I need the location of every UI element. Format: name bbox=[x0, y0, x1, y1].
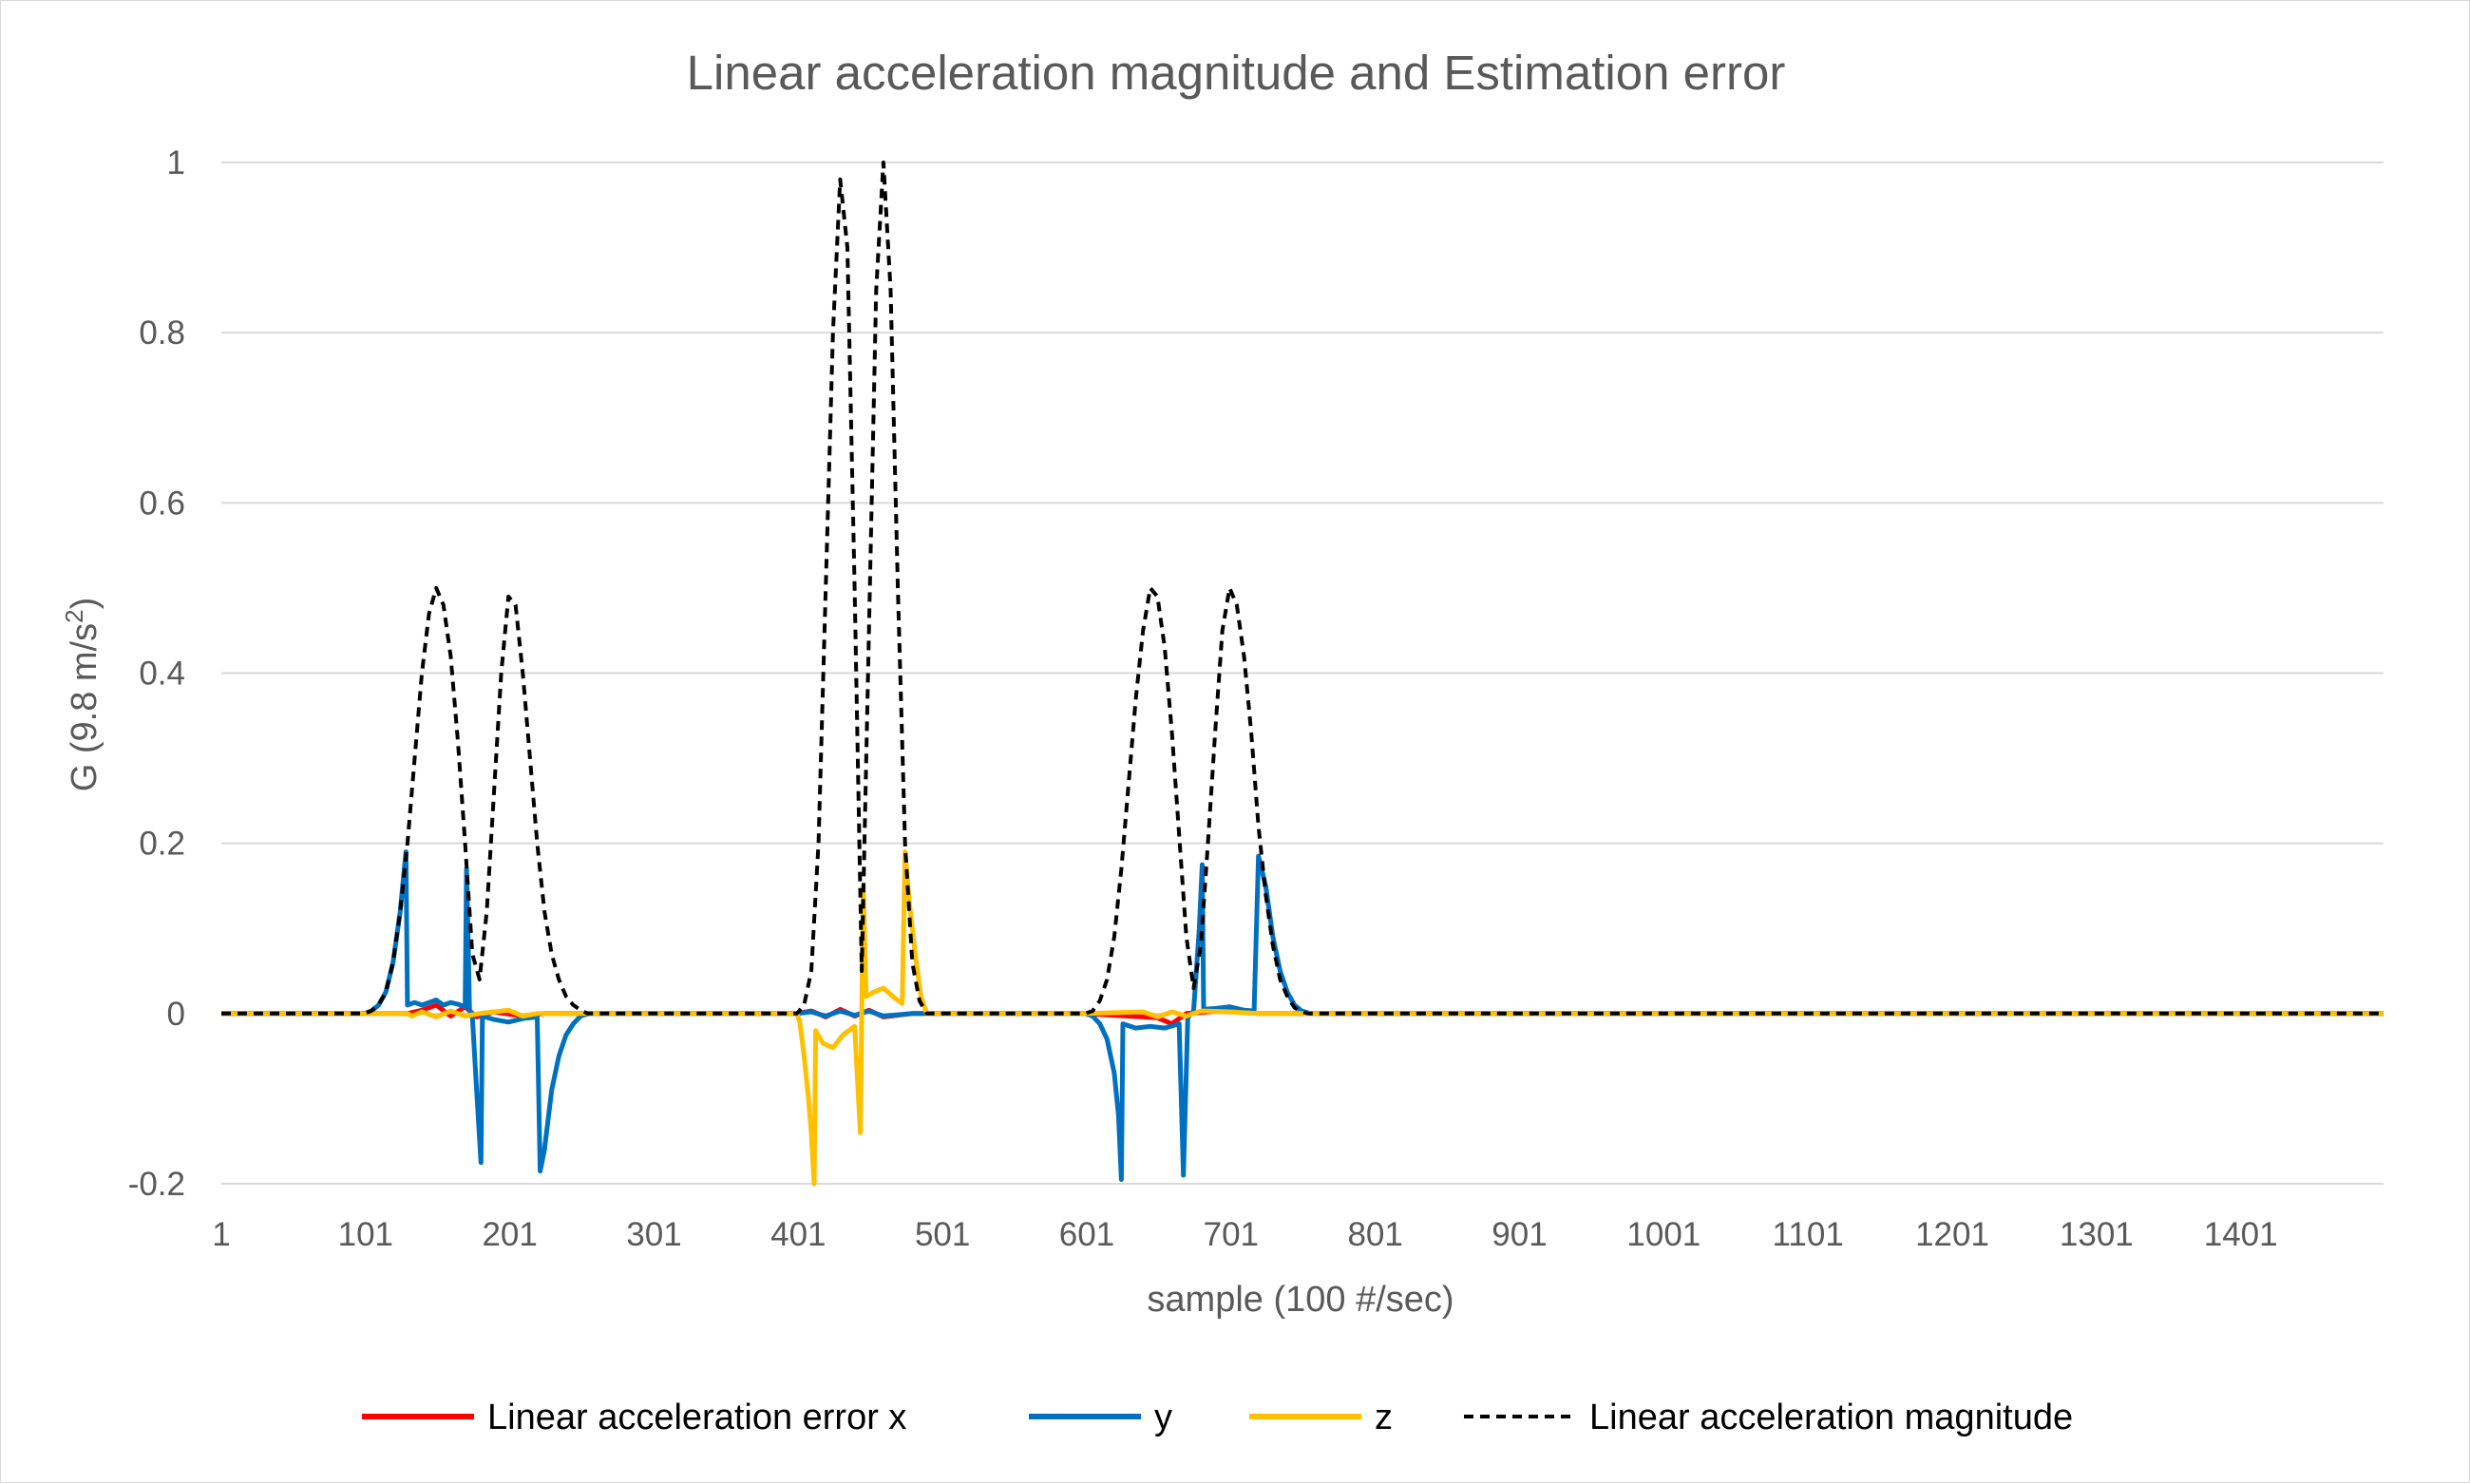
x-axis-title: sample (100 #/sec) bbox=[1147, 1280, 1454, 1320]
x-tick-label: 1401 bbox=[2204, 1216, 2278, 1253]
x-tick-label: 1301 bbox=[2060, 1216, 2134, 1253]
x-axis-ticks: 1 101 201 301 401 501 601 701 801 901 1001 1101 1201… bbox=[212, 1216, 2277, 1253]
y-tick-label: 0.8 bbox=[139, 314, 185, 352]
x-tick-label: 601 bbox=[1059, 1216, 1114, 1253]
x-tick-label: 1 bbox=[212, 1216, 230, 1253]
legend-label: y bbox=[1154, 1398, 1172, 1437]
series-line bbox=[221, 162, 2384, 1014]
x-tick-label: 101 bbox=[338, 1216, 393, 1253]
legend-label: Linear acceleration magnitude bbox=[1589, 1398, 2073, 1437]
x-tick-label: 401 bbox=[770, 1216, 826, 1253]
y-axis-title-main: G (9.8 m/s bbox=[65, 623, 104, 791]
y-tick-label: 0 bbox=[167, 996, 185, 1033]
y-tick-label: 1 bbox=[167, 144, 185, 181]
legend-label: z bbox=[1375, 1398, 1393, 1437]
x-tick-label: 1001 bbox=[1626, 1216, 1700, 1253]
gridlines bbox=[221, 162, 2384, 1184]
legend: Linear acceleration error x y z Linear acce… bbox=[362, 1398, 2073, 1437]
y-tick-label: 0.6 bbox=[139, 485, 185, 522]
legend-label: Linear acceleration error x bbox=[487, 1398, 906, 1437]
x-tick-label: 1201 bbox=[1915, 1216, 1989, 1253]
x-tick-label: 201 bbox=[482, 1216, 537, 1253]
y-axis-title: G (9.8 m/s2) bbox=[60, 598, 104, 792]
x-tick-label: 301 bbox=[626, 1216, 681, 1253]
x-tick-label: 501 bbox=[915, 1216, 970, 1253]
y-tick-label: 0.4 bbox=[139, 656, 185, 693]
y-tick-label: 0.2 bbox=[139, 826, 185, 863]
x-tick-label: 801 bbox=[1347, 1216, 1402, 1253]
x-tick-label: 901 bbox=[1492, 1216, 1547, 1253]
y-tick-label: -0.2 bbox=[128, 1166, 185, 1203]
chart-title: Linear acceleration magnitude and Estima… bbox=[687, 46, 1786, 100]
y-axis-title-close: ) bbox=[65, 598, 104, 610]
y-axis-ticks: 1 0.8 0.6 0.4 0.2 0 -0.2 bbox=[128, 144, 185, 1203]
y-axis-title-superscript: 2 bbox=[60, 609, 88, 622]
x-tick-label: 701 bbox=[1204, 1216, 1259, 1253]
x-tick-label: 1101 bbox=[1773, 1216, 1844, 1253]
